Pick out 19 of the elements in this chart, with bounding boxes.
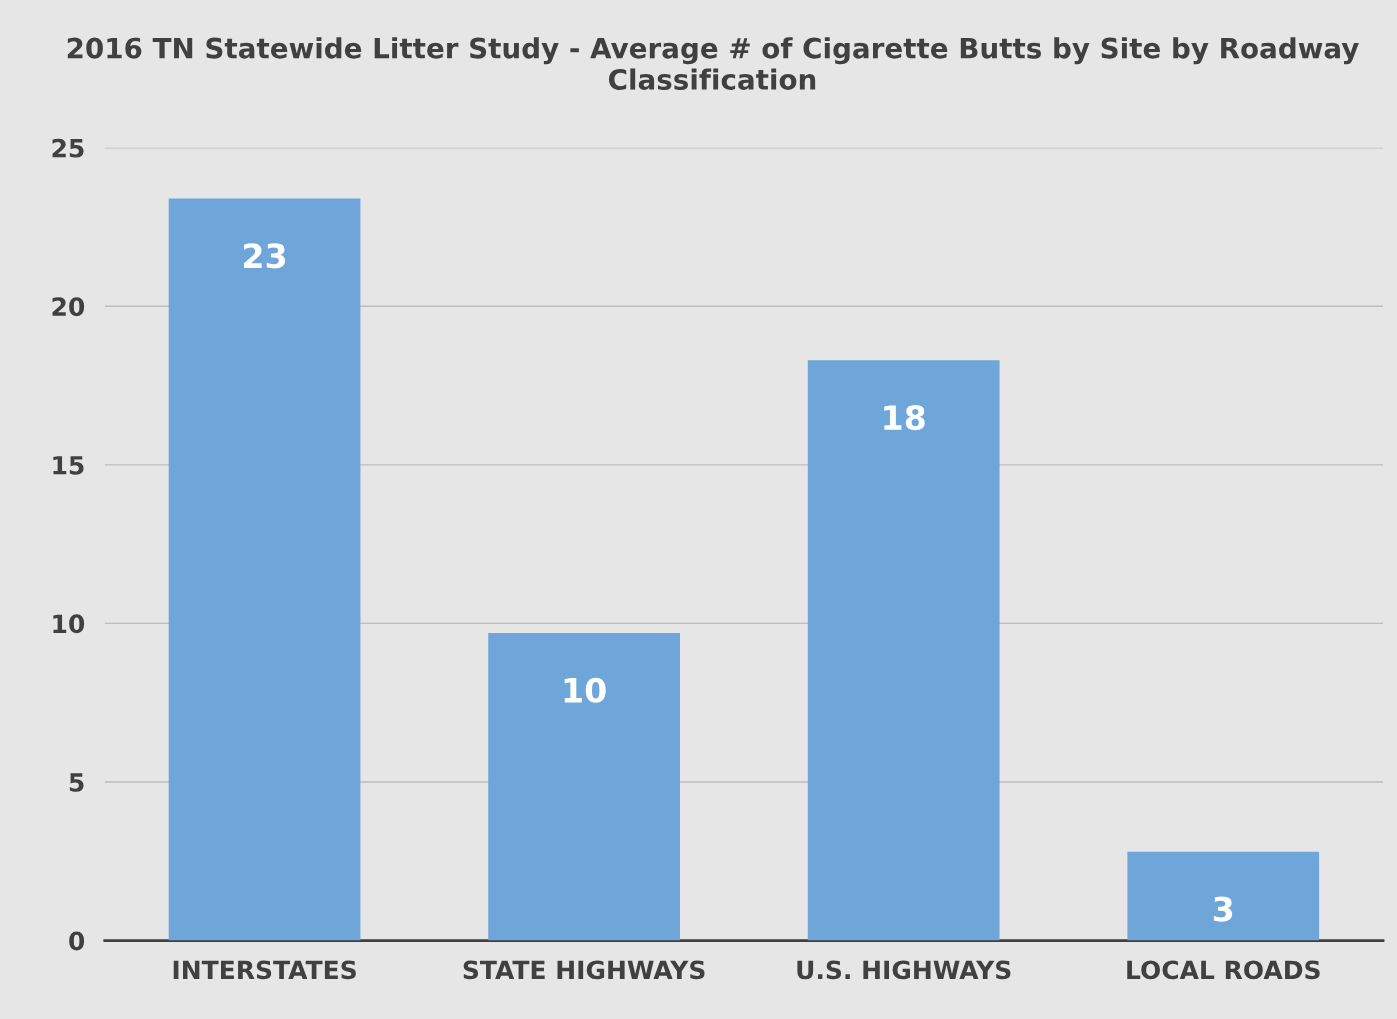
y-tick-label: 15 <box>53 456 84 475</box>
y-tick-label: 10 <box>53 614 85 634</box>
data-label: 10 <box>564 677 606 703</box>
y-tick-label: 5 <box>69 773 84 792</box>
x-tick-label: U.S. HIGHWAYS <box>797 960 1011 980</box>
x-tick-label: INTERSTATES <box>173 960 356 980</box>
x-tick-label: LOCAL ROADS <box>1127 960 1320 980</box>
chart-title: 2016 TN Statewide Litter Study - Average # of Cigarette Butts by Site by Roadway Classification <box>67 37 1359 90</box>
y-tick-label: 25 <box>52 138 84 158</box>
data-label: 23 <box>244 243 286 269</box>
x-tick-label: STATE HIGHWAYS <box>463 960 705 980</box>
bar <box>488 632 680 941</box>
y-tick-label: 0 <box>69 931 85 951</box>
y-tick-label: 20 <box>52 297 85 317</box>
data-label: 18 <box>884 404 925 431</box>
bar <box>807 360 1000 941</box>
bar <box>168 198 361 941</box>
bar <box>1127 851 1320 941</box>
data-label: 3 <box>1213 896 1233 922</box>
